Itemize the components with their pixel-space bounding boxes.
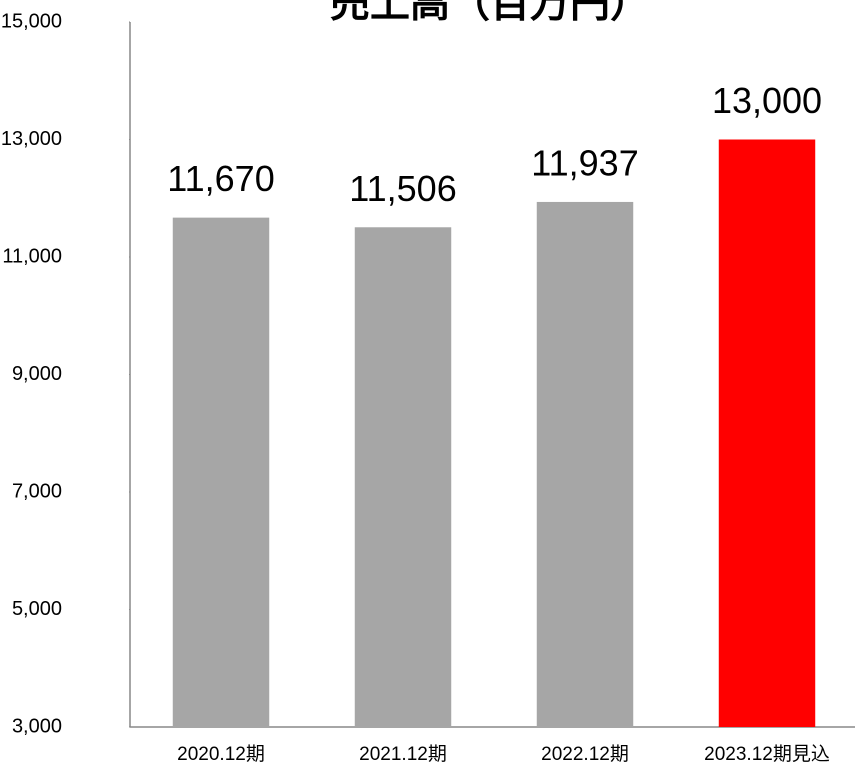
y-tick-label: 9,000 [12,363,62,385]
bar [172,217,270,727]
y-tick-label: 7,000 [12,480,62,502]
bar [536,201,634,728]
data-label: 13,000 [712,80,822,121]
x-tick-label: 2020.12期 [177,743,265,765]
x-tick-label: 2022.12期 [541,743,629,765]
data-label: 11,670 [167,158,274,199]
data-label: 11,506 [349,168,456,209]
y-tick-label: 3,000 [12,715,62,737]
y-tick-label: 15,000 [1,10,62,32]
data-label: 11,937 [531,142,638,183]
x-tick-label: 2023.12期見込 [704,743,830,765]
bar [354,227,452,727]
chart-title: 売上高（百万円） [330,0,650,26]
y-tick-label: 11,000 [2,245,62,267]
y-tick-label: 13,000 [1,128,62,150]
y-tick-label: 5,000 [12,598,62,620]
x-tick-label: 2021.12期 [359,743,447,765]
bar [718,139,816,727]
